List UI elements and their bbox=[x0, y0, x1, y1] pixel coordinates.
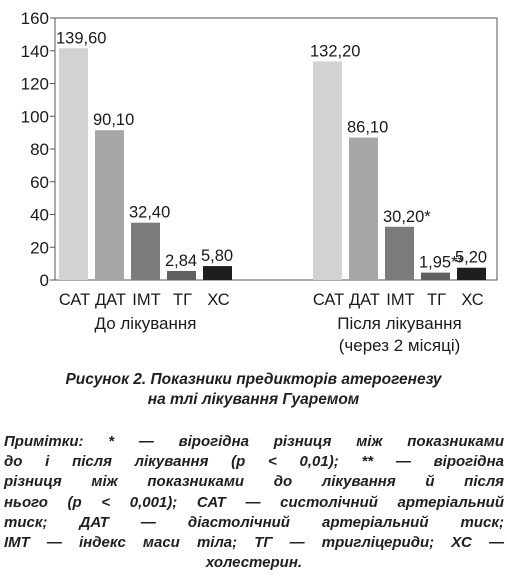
bar bbox=[95, 130, 124, 280]
category-label: ТГ bbox=[427, 291, 446, 309]
bar bbox=[203, 266, 232, 280]
data-label: 5,20 bbox=[455, 249, 487, 267]
group-label: Після лікування bbox=[337, 314, 461, 333]
caption-line-1: Рисунок 2. Показники предикторів атероге… bbox=[65, 371, 442, 388]
chart-svg: 0 20 40 60 80 100 120 140 160 139,60 90,10 32,40 2,8… bbox=[21, 9, 498, 355]
notes-line-1: Примітки: * — вірогідна різниця між пока… bbox=[4, 433, 504, 450]
bar bbox=[59, 48, 88, 281]
category-label: ІМТ bbox=[132, 291, 160, 309]
y-tick-label: 60 bbox=[30, 173, 49, 192]
group-label: До лікування bbox=[95, 314, 197, 333]
y-tick-label: 140 bbox=[21, 42, 49, 61]
data-label: 32,40 bbox=[129, 204, 170, 222]
y-tick-label: 160 bbox=[21, 9, 49, 28]
y-tick-label: 80 bbox=[30, 140, 49, 159]
bar bbox=[385, 226, 414, 280]
bar bbox=[457, 267, 486, 280]
data-label: 139,60 bbox=[56, 29, 106, 47]
category-label: ХС bbox=[207, 291, 229, 309]
y-tick-label: 20 bbox=[30, 238, 49, 257]
caption-line-2: на тлі лікування Гуаремом bbox=[147, 391, 360, 408]
y-tick-label: 40 bbox=[30, 206, 49, 225]
data-label: 2,84 bbox=[165, 252, 197, 270]
category-label: ІМТ bbox=[386, 291, 414, 309]
notes-line-6: ІМТ — індекс маси тіла; ТГ — тригліцерид… bbox=[4, 534, 504, 552]
category-label: САТ bbox=[313, 291, 344, 309]
data-label: 5,80 bbox=[201, 247, 233, 265]
figure-caption: Рисунок 2. Показники предикторів атероге… bbox=[0, 370, 507, 410]
data-label: 30,20* bbox=[383, 208, 431, 226]
notes-line-2: до і після лікування (р < 0,01); ** — ві… bbox=[4, 453, 504, 471]
notes-line-7: холестерин. bbox=[205, 554, 303, 572]
bar bbox=[131, 222, 160, 280]
bar bbox=[167, 270, 196, 280]
notes-line-3: різниця між показниками до лікування й п… bbox=[4, 473, 504, 491]
bar bbox=[349, 137, 378, 280]
category-label: ХС bbox=[461, 291, 483, 309]
category-label: ДАТ bbox=[95, 291, 126, 309]
y-tick-label: 120 bbox=[21, 75, 49, 94]
data-label: 90,10 bbox=[93, 111, 134, 129]
group-label: (через 2 місяці) bbox=[339, 336, 461, 355]
figure-notes: Примітки: * — вірогідна різниця між пока… bbox=[4, 432, 504, 573]
bar-chart: 0 20 40 60 80 100 120 140 160 139,60 90,10 32,40 2,8… bbox=[21, 9, 498, 355]
notes-line-5: тиск; ДАТ — діастолічний артеріальний ти… bbox=[4, 513, 504, 531]
category-label: ТГ bbox=[173, 291, 192, 309]
bar bbox=[421, 272, 450, 280]
bar bbox=[313, 61, 342, 280]
data-label: 132,20 bbox=[310, 42, 360, 60]
category-label: ДАТ bbox=[349, 291, 380, 309]
data-label: 1,95** bbox=[419, 254, 465, 272]
category-label: САТ bbox=[59, 291, 90, 309]
data-label: 86,10 bbox=[347, 119, 388, 137]
notes-line-4: нього (р < 0,001); САТ — систолічний арт… bbox=[4, 493, 504, 511]
y-tick-label: 100 bbox=[21, 107, 49, 126]
y-tick-label: 0 bbox=[40, 271, 49, 290]
